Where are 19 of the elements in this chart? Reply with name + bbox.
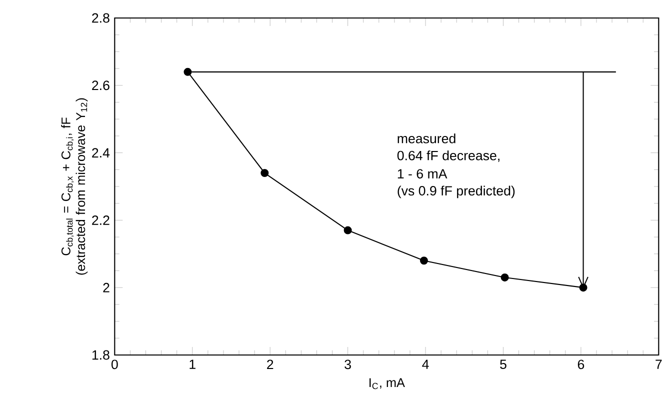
y-tick-label: 2.6 — [92, 80, 110, 90]
annotation: measured — [398, 134, 456, 144]
annotation: (vs 0.9 fF predicted) — [398, 186, 515, 198]
annotation: 1 - 6 mA — [398, 169, 448, 178]
y-tick-label: 1.8 — [92, 350, 110, 360]
annotation: 0.64 fF decrease, — [397, 150, 500, 162]
x-tick-label: 2 — [267, 360, 274, 370]
x-tick-label: 4 — [422, 360, 429, 369]
x-tick-label: 1 — [190, 360, 196, 369]
y-tick-label: 2.8 — [92, 13, 110, 23]
y-tick-label: 2.4 — [92, 148, 110, 158]
x-tick-label: 0 — [111, 360, 118, 370]
x-tick-label: 5 — [500, 360, 506, 369]
x-tick-label: 3 — [344, 360, 351, 370]
y-tick-label: 2.2 — [92, 216, 110, 225]
y-tick-label: 2 — [103, 282, 110, 292]
x-tick-label: 6 — [578, 360, 584, 370]
x-tick-label: 7 — [656, 360, 662, 369]
x-axis-title: I$_{C}$, mA — [370, 378, 405, 390]
